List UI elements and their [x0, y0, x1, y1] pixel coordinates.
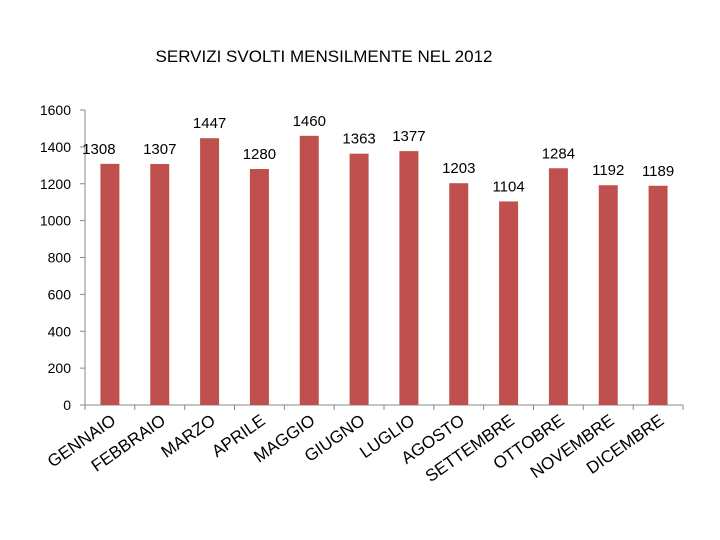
bar-agosto: [449, 183, 469, 405]
bar-gennaio: [100, 163, 120, 405]
y-tick-label: 1600: [40, 102, 71, 118]
bar-maggio: [299, 135, 319, 405]
bar-luglio: [399, 151, 419, 405]
y-tick-label: 0: [63, 397, 71, 413]
y-tick-label: 1400: [40, 139, 71, 155]
data-label: 1460: [293, 113, 326, 130]
chart-title: SERVIZI SVOLTI MENSILMENTE NEL 2012: [156, 47, 493, 66]
data-label: 1308: [82, 141, 115, 158]
data-label: 1104: [492, 178, 524, 195]
y-tick-label: 600: [48, 286, 72, 302]
bars: [100, 135, 668, 405]
data-label: 1280: [243, 146, 276, 163]
bar-dicembre: [648, 185, 668, 405]
data-label: 1203: [442, 160, 475, 177]
y-tick-label: 200: [48, 360, 72, 376]
bar-aprile: [249, 169, 269, 405]
data-label: 1284: [542, 145, 575, 162]
category-label: MARZO: [158, 411, 219, 462]
data-label: 1363: [342, 131, 375, 148]
data-label: 1192: [592, 162, 624, 179]
bar-giugno: [349, 153, 369, 405]
bar-febbraio: [150, 164, 170, 405]
y-axis: 0 200 400 600 800 1000 1200 1400 1600: [40, 102, 86, 413]
y-tick-label: 1000: [40, 213, 71, 229]
bar-ottobre: [548, 168, 568, 405]
y-tick-label: 1200: [40, 176, 71, 192]
data-label: 1447: [193, 115, 226, 132]
bar-novembre: [598, 185, 618, 405]
y-tick-label: 800: [48, 250, 72, 266]
bar-marzo: [200, 138, 220, 405]
data-labels: 1308 1307 1447 1280 1460 1363 1377 1203 1104 1284…: [82, 113, 674, 196]
x-axis: [84, 404, 684, 410]
data-label: 1189: [642, 163, 674, 180]
y-tick-label: 400: [48, 323, 72, 339]
data-label: 1377: [392, 128, 425, 145]
category-labels: GENNAIOFEBBRAIOMARZOAPRILEMAGGIOGIUGNOLU…: [44, 411, 667, 486]
data-label: 1307: [143, 141, 176, 158]
bar-settembre: [499, 201, 519, 405]
